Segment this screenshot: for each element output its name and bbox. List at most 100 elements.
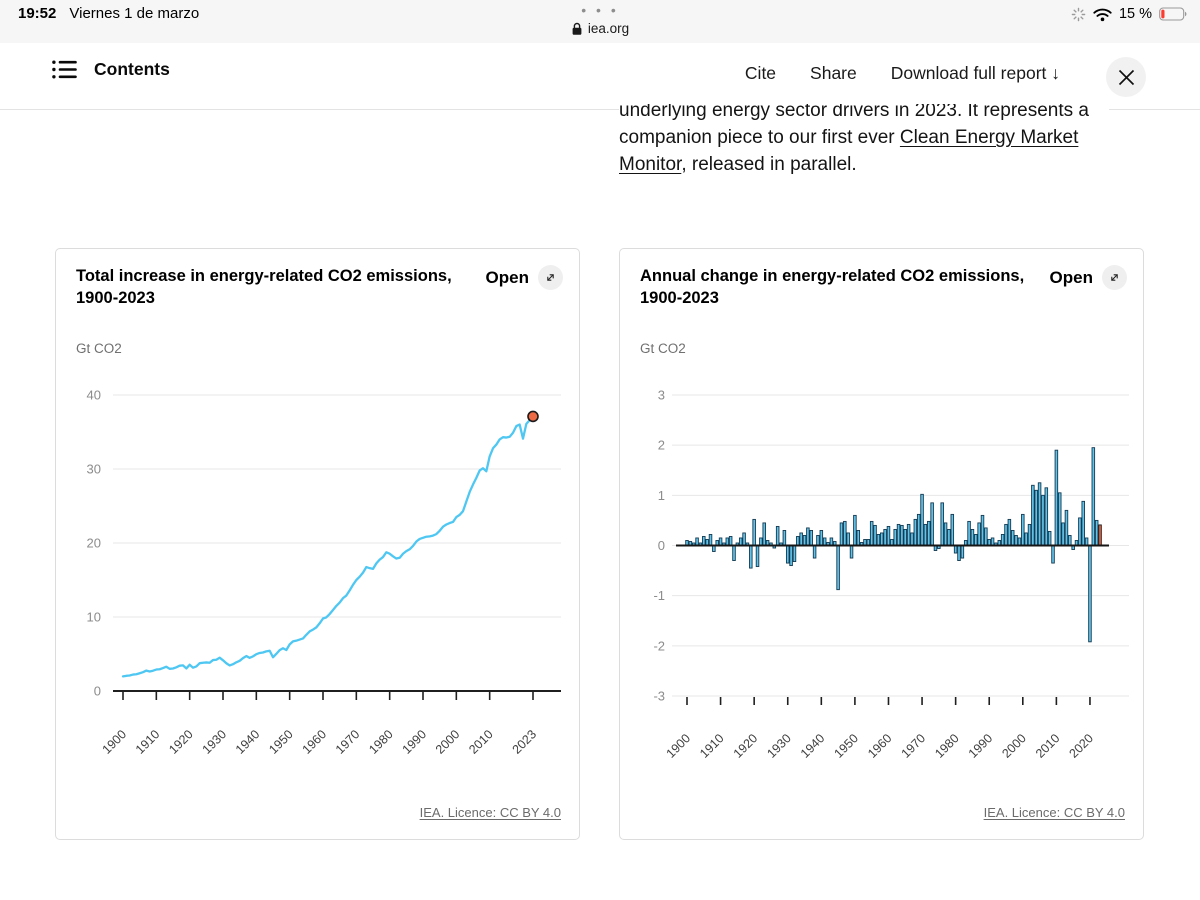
- svg-text:1980: 1980: [932, 731, 962, 759]
- bar: [930, 502, 934, 546]
- svg-text:40: 40: [87, 388, 101, 403]
- share-button[interactable]: Share: [810, 63, 857, 83]
- contents-label: Contents: [94, 59, 170, 79]
- bar: [816, 535, 820, 546]
- y-axis-unit: Gt CO2: [640, 341, 686, 356]
- bar: [940, 502, 944, 546]
- svg-text:1930: 1930: [764, 731, 794, 759]
- svg-text:-3: -3: [653, 689, 665, 704]
- bar: [1014, 535, 1018, 546]
- clean-energy-market-monitor-link[interactable]: Clean Energy Market: [899, 127, 1079, 148]
- url-bar[interactable]: iea.org: [0, 21, 1200, 36]
- bar: [883, 528, 887, 546]
- bar: [789, 545, 793, 567]
- bar: [1027, 523, 1032, 546]
- contents-button[interactable]: Contents: [52, 59, 170, 80]
- total-emissions-chart: 0 10 20 30 40 1900 1910 1920 1930 1940 1950 1960 197…: [87, 388, 561, 757]
- bar: [1007, 518, 1012, 546]
- license-link[interactable]: IEA. Licence: CC BY 4.0: [983, 805, 1125, 820]
- bar: [1041, 494, 1045, 546]
- bar: [1044, 487, 1049, 546]
- bar: [708, 534, 713, 546]
- bar: [1098, 524, 1102, 546]
- svg-text:1990: 1990: [400, 727, 430, 757]
- bar: [829, 537, 834, 546]
- bar: [1078, 517, 1082, 546]
- bar: [1091, 447, 1096, 546]
- bar: [903, 528, 908, 546]
- license-link[interactable]: IEA. Licence: CC BY 4.0: [419, 805, 561, 820]
- bar: [738, 537, 743, 546]
- bar: [1037, 482, 1042, 546]
- bar: [886, 525, 891, 546]
- cite-button[interactable]: Cite: [744, 63, 777, 83]
- bar: [1057, 492, 1062, 546]
- svg-text:1900: 1900: [100, 727, 130, 757]
- bar: [1021, 513, 1025, 546]
- intro-line: Monitor, released in parallel.: [619, 151, 1109, 178]
- battery-icon: [1159, 7, 1187, 21]
- svg-text:20: 20: [87, 536, 101, 551]
- bar: [718, 537, 723, 546]
- open-chart-button[interactable]: Open: [486, 265, 563, 290]
- close-button[interactable]: [1106, 57, 1146, 97]
- bar: [759, 537, 763, 546]
- site-domain: iea.org: [587, 21, 630, 36]
- bar: [967, 520, 971, 546]
- bar: [970, 528, 975, 546]
- bar: [796, 536, 800, 546]
- bar: [785, 545, 790, 564]
- svg-text:10: 10: [87, 610, 101, 625]
- bar: [900, 524, 904, 546]
- bar: [782, 529, 787, 546]
- bar: [916, 513, 921, 546]
- bar: [974, 534, 978, 546]
- bar: [752, 518, 756, 546]
- clock: 19:52: [18, 5, 57, 22]
- svg-text:0: 0: [94, 684, 101, 699]
- bar: [819, 529, 824, 546]
- bar: [910, 532, 914, 546]
- contents-list-icon: [52, 60, 77, 79]
- status-right: 15 %: [1071, 6, 1188, 22]
- bar: [943, 522, 948, 546]
- bar: [927, 520, 931, 546]
- expand-icon: [1102, 265, 1127, 290]
- bar: [806, 527, 810, 546]
- sync-spinner-icon: [1071, 7, 1086, 21]
- open-label: Open: [485, 267, 529, 287]
- svg-text:3: 3: [658, 388, 665, 403]
- latest-value-marker: [527, 410, 539, 423]
- download-report-button[interactable]: Download full report ↓: [890, 63, 1060, 83]
- bar: [702, 536, 706, 546]
- bar: [923, 523, 928, 546]
- bar: [799, 532, 803, 546]
- bar: [1010, 529, 1015, 546]
- open-chart-button[interactable]: Open: [1050, 265, 1127, 290]
- svg-text:1960: 1960: [300, 727, 330, 757]
- y-axis-unit: Gt CO2: [76, 341, 122, 356]
- bar: [1088, 545, 1092, 643]
- svg-text:2000: 2000: [999, 731, 1029, 759]
- bar: [836, 545, 840, 591]
- report-header: Contents Cite Share Download full report…: [0, 43, 1200, 104]
- chart-title: Annual change in energy-related CO2 emis…: [640, 267, 1025, 307]
- bar: [775, 525, 780, 546]
- bar: [812, 545, 817, 559]
- svg-text:1950: 1950: [831, 731, 861, 759]
- bar: [947, 528, 951, 546]
- svg-text:2010: 2010: [466, 727, 496, 757]
- svg-text:1940: 1940: [798, 731, 828, 759]
- bar: [980, 514, 985, 546]
- lock-icon: [572, 22, 582, 35]
- clean-energy-market-monitor-link[interactable]: Monitor: [619, 154, 682, 175]
- svg-text:2010: 2010: [1033, 731, 1063, 759]
- bar: [1024, 532, 1028, 546]
- bar: [880, 532, 884, 546]
- bar: [1081, 500, 1085, 546]
- bar: [802, 535, 807, 546]
- bar: [853, 514, 857, 546]
- tab-overflow-dots[interactable]: • • •: [581, 2, 619, 18]
- date-label: Viernes 1 de marzo: [69, 5, 200, 22]
- intro-paragraph: underlying energy sector drivers in 2023…: [619, 97, 1109, 178]
